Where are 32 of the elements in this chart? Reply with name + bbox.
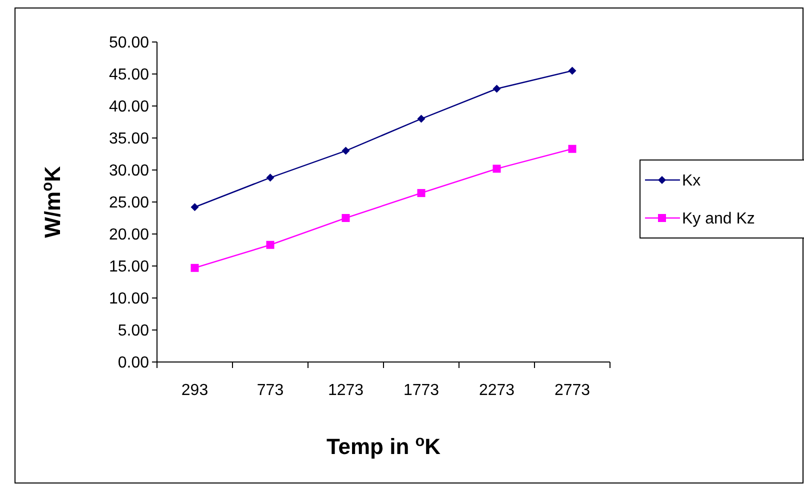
x-tick-label: 2773 bbox=[554, 382, 590, 399]
y-tick-label: 30.00 bbox=[108, 162, 150, 180]
point bbox=[417, 114, 426, 123]
x-tick-label: 1273 bbox=[328, 382, 364, 399]
y-tick-label: 0.00 bbox=[118, 354, 150, 372]
x-tick-label: 293 bbox=[181, 382, 208, 399]
point bbox=[568, 66, 576, 75]
x-tick-label: 773 bbox=[256, 382, 284, 399]
y-tick-label: 10.00 bbox=[108, 290, 150, 308]
y-tick-label: 35.00 bbox=[108, 130, 150, 148]
y-tick-label: 15.00 bbox=[108, 258, 150, 276]
y-tick-label: 40.00 bbox=[108, 98, 150, 116]
y-tick-label: 50.00 bbox=[108, 34, 150, 52]
y-tick-label: 20.00 bbox=[108, 226, 150, 244]
x-tick-label: 2273 bbox=[478, 382, 515, 399]
point bbox=[492, 164, 501, 173]
y-tick-label: 25.00 bbox=[108, 194, 150, 212]
y-tick-label: 45.00 bbox=[108, 66, 150, 84]
x-axis-title: Temp in $^{o}$K bbox=[326, 432, 441, 459]
point bbox=[417, 189, 426, 198]
point bbox=[492, 84, 501, 93]
legend-label: Kx bbox=[682, 172, 701, 190]
point bbox=[190, 203, 199, 212]
point bbox=[342, 214, 350, 222]
point bbox=[266, 174, 274, 182]
legend-label: Ky and Kz bbox=[682, 210, 755, 228]
point bbox=[190, 264, 199, 272]
point bbox=[568, 144, 576, 153]
y-tick-label: 5.00 bbox=[118, 322, 150, 340]
point bbox=[266, 240, 274, 249]
point bbox=[342, 146, 350, 155]
x-tick-label: 1773 bbox=[403, 382, 440, 399]
